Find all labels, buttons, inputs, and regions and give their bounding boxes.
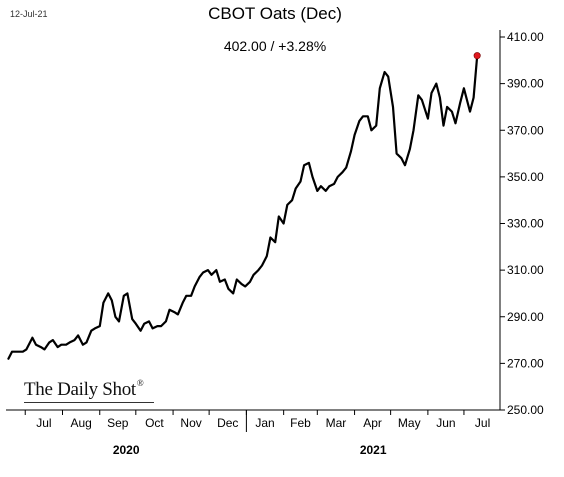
logo-text: The Daily Shot	[24, 379, 136, 400]
y-tick-label: 310.00	[507, 263, 544, 277]
x-tick-label: Dec	[217, 416, 238, 430]
x-tick-label: Jul	[36, 416, 51, 430]
y-tick-label: 270.00	[507, 356, 544, 370]
y-tick-label: 330.00	[507, 217, 544, 231]
last-value-marker	[473, 52, 481, 60]
x-tick-label: Jul	[475, 416, 490, 430]
x-tick-label: Mar	[326, 416, 347, 430]
logo-registered-mark: ®	[136, 378, 144, 388]
y-tick-label: 290.00	[507, 310, 544, 324]
y-tick-label: 370.00	[507, 123, 544, 137]
x-tick-label: Jun	[436, 416, 455, 430]
x-tick-label: Apr	[363, 416, 382, 430]
y-tick-label: 390.00	[507, 77, 544, 91]
logo-underline	[24, 402, 154, 403]
oats-price-line	[7, 54, 479, 360]
x-tick-label: Aug	[70, 416, 91, 430]
x-tick-label: Jan	[255, 416, 274, 430]
year-label: 2021	[360, 443, 387, 457]
year-label: 2020	[113, 443, 140, 457]
x-tick-label: Sep	[107, 416, 129, 430]
chart-subtitle: 402.00 / +3.28%	[223, 38, 327, 54]
x-tick-label: May	[398, 416, 421, 430]
y-tick-label: 410.00	[507, 30, 544, 44]
x-tick-label: Nov	[180, 416, 201, 430]
chart-title: CBOT Oats (Dec)	[208, 4, 342, 23]
x-tick-label: Oct	[145, 416, 164, 430]
y-tick-label: 350.00	[507, 170, 544, 184]
daily-shot-logo: The Daily Shot®	[24, 378, 144, 401]
y-tick-label: 250.00	[507, 403, 544, 417]
date-stamp: 12-Jul-21	[10, 9, 48, 19]
x-tick-label: Feb	[290, 416, 311, 430]
